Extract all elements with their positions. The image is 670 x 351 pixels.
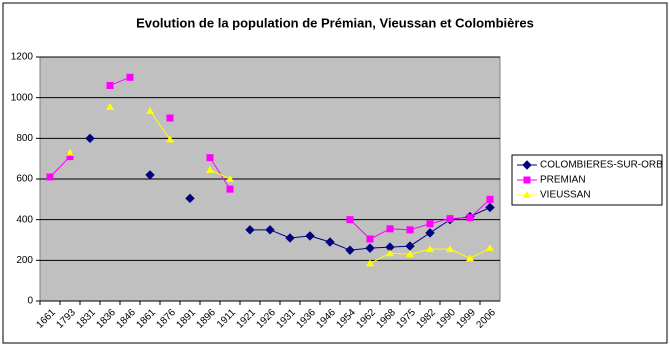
series-line	[49, 76, 491, 240]
point	[523, 176, 531, 184]
point	[66, 148, 74, 156]
point	[486, 244, 494, 252]
point	[485, 202, 495, 213]
point	[106, 81, 114, 89]
legend-label: PREMIAN	[540, 175, 586, 186]
point	[466, 254, 474, 262]
point	[345, 245, 355, 255]
point	[522, 160, 532, 170]
legend-label: VIEUSSAN	[540, 190, 591, 201]
point	[446, 245, 454, 253]
y-tick-label: 1200	[11, 52, 34, 63]
point	[226, 185, 234, 193]
y-tick-label: 1000	[11, 92, 34, 103]
point	[85, 133, 95, 144]
point	[166, 114, 174, 122]
point	[523, 191, 531, 198]
point	[406, 226, 414, 234]
point	[405, 241, 415, 251]
point	[145, 170, 155, 180]
point	[486, 195, 494, 203]
point	[425, 228, 435, 238]
point	[386, 225, 394, 233]
point	[185, 193, 195, 204]
legend-label: COLOMBIERES-SUR-ORB	[540, 160, 663, 171]
point	[365, 243, 375, 253]
point	[325, 237, 335, 247]
point	[366, 259, 374, 267]
point	[245, 225, 255, 235]
point	[146, 106, 154, 114]
point	[66, 153, 74, 161]
point	[46, 173, 54, 181]
point	[366, 235, 374, 243]
point	[346, 216, 354, 224]
y-tick-label: 200	[16, 255, 33, 266]
point	[406, 250, 414, 258]
chart-title: Evolution de la population de Prémian, V…	[136, 15, 534, 30]
point	[426, 245, 434, 253]
point	[226, 175, 234, 182]
point	[305, 231, 315, 241]
point	[426, 220, 434, 228]
y-tick-label: 600	[16, 174, 33, 185]
point	[466, 214, 474, 222]
point	[446, 215, 454, 223]
point	[126, 73, 134, 81]
point	[285, 233, 295, 243]
point	[206, 154, 214, 162]
point	[106, 102, 114, 110]
y-tick-label: 0	[27, 296, 33, 307]
y-tick-label: 800	[16, 133, 33, 144]
point	[386, 249, 394, 257]
point	[206, 165, 214, 173]
point	[265, 225, 275, 235]
point	[166, 135, 174, 143]
y-tick-label: 400	[16, 214, 33, 225]
